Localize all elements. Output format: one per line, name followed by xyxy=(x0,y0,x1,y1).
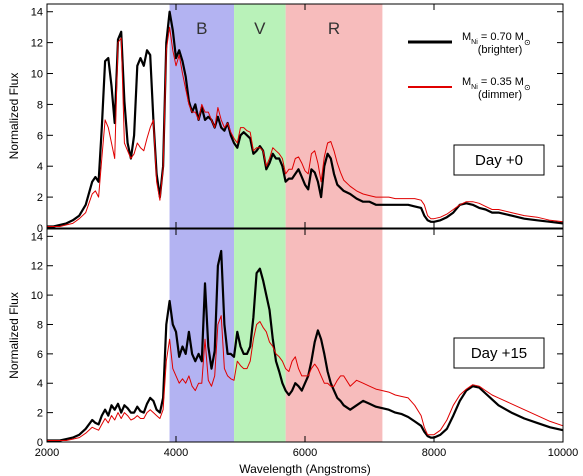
x-tick-label: 2000 xyxy=(35,447,59,459)
legend-name-rest: = 0.35 M xyxy=(478,76,524,88)
y-tick-label: 14 xyxy=(31,7,43,19)
legend-label-brighter: MNi = 0.70 M⊙ xyxy=(462,31,531,47)
y-tick-label: 6 xyxy=(37,130,43,142)
y-tick-label: 4 xyxy=(37,161,43,173)
x-tick-label: 4000 xyxy=(164,447,188,459)
legend-name-main: M xyxy=(462,31,471,43)
y-tick-label: 4 xyxy=(37,378,43,390)
day-annotation-box xyxy=(453,337,545,369)
y-axis-label: Normalized Flux xyxy=(7,73,21,160)
legend-sublabel-dimmer: (dimmer) xyxy=(478,89,522,101)
band-label-b: B xyxy=(196,19,207,38)
legend-name-sub: Ni xyxy=(471,39,478,46)
x-axis-label: Wavelength (Angstroms) xyxy=(239,462,371,476)
day-annotation-label: Day +0 xyxy=(475,152,523,169)
y-tick-label: 10 xyxy=(31,290,43,302)
y-tick-label: 6 xyxy=(37,349,43,361)
legend-name-main: M xyxy=(462,76,471,88)
y-tick-label: 12 xyxy=(31,261,43,273)
legend-name-sun: ⊙ xyxy=(524,38,531,47)
y-tick-label: 8 xyxy=(37,99,43,111)
legend-name-sub: Ni xyxy=(471,84,478,91)
day-annotation-box xyxy=(453,144,545,176)
y-tick-label: 14 xyxy=(31,231,43,243)
legend-label-dimmer: MNi = 0.35 M⊙ xyxy=(462,76,531,92)
band-r xyxy=(285,229,383,442)
band-label-r: R xyxy=(328,19,340,38)
top-panel-day-0: B V R 0 2 4 6 8 10 12 14 Normalized Flux Day +0 xyxy=(7,3,564,235)
y-tick-label: 12 xyxy=(31,38,43,50)
day-annotation-label: Day +15 xyxy=(471,345,527,362)
legend-name-rest: = 0.70 M xyxy=(478,31,524,43)
x-tick-label: 10000 xyxy=(548,447,579,459)
y-tick-label: 2 xyxy=(37,192,43,204)
legend-sublabel-brighter: (brighter) xyxy=(478,44,523,56)
x-tick-label: 8000 xyxy=(422,447,446,459)
y-axis-label: Normalized Flux xyxy=(7,292,21,379)
y-tick-label: 10 xyxy=(31,69,43,81)
brighter-spectrum-line xyxy=(47,249,564,442)
dimmer-spectrum-line xyxy=(47,26,564,227)
y-tick-label: 8 xyxy=(37,319,43,331)
dimmer-spectrum-line xyxy=(47,315,564,441)
band-b xyxy=(169,4,235,228)
band-v xyxy=(234,4,286,228)
y-tick-label: 2 xyxy=(37,408,43,420)
legend-name-sun: ⊙ xyxy=(524,83,531,92)
band-r xyxy=(285,4,383,228)
legend: MNi = 0.70 M⊙(brighter)MNi = 0.35 M⊙(dim… xyxy=(408,31,531,101)
x-tick-label: 6000 xyxy=(293,447,317,459)
y-tick-label: 0 xyxy=(37,223,43,235)
band-label-v: V xyxy=(254,19,266,38)
y-tick-label: 0 xyxy=(37,437,43,449)
bottom-panel-day-15: 0 2 4 6 8 10 12 14 2000 4000 6000 8000 10000 Normaliz… xyxy=(7,228,579,476)
band-v xyxy=(234,229,286,442)
brighter-spectrum-line xyxy=(47,10,564,228)
